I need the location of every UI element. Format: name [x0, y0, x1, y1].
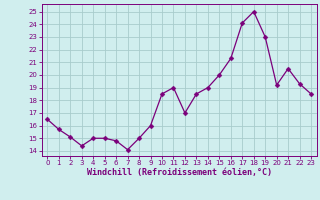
X-axis label: Windchill (Refroidissement éolien,°C): Windchill (Refroidissement éolien,°C) [87, 168, 272, 177]
